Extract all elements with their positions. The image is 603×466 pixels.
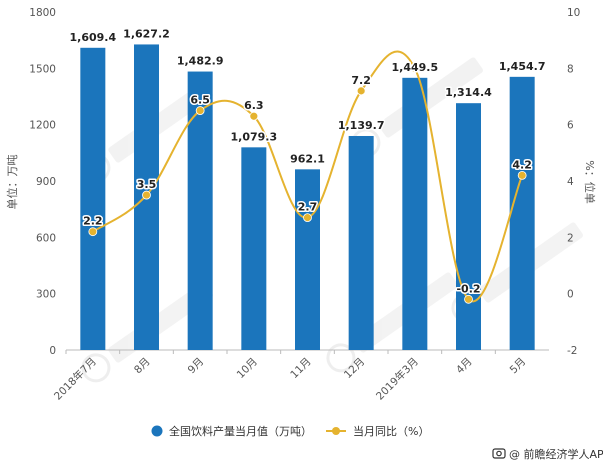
x-tick-label: 2019年3月 [373,355,421,403]
line-point [142,190,151,200]
line-value-label: 4.2 [512,158,532,171]
bar-value-label-halo: 1,627.2 [123,27,170,40]
line-series [88,50,527,304]
bar-value-label-halo: 1,482.9 [177,55,224,68]
bar-value-label-halo: 962.1 [290,152,325,165]
line-point [517,170,527,180]
bar [348,135,374,350]
bar [509,76,535,351]
line-value-label: 3.5 [137,178,157,191]
line-value-label: 2.7 [298,201,318,214]
bar [80,47,106,351]
right-tick-label: 6 [567,120,574,132]
bar-value-label: 1,482.9 [177,55,224,68]
bar-series [80,44,535,351]
line-point [88,227,98,237]
left-tick-label: 0 [49,345,56,357]
left-tick-label: 900 [36,176,56,188]
x-tick-label: 12月 [342,356,367,381]
legend-line-label: 当月同比（%） [353,424,429,438]
x-tick-label: 9月 [186,356,207,377]
right-tick-label: 10 [567,7,580,19]
right-tick-label: 4 [567,176,574,188]
credit-text: @ 前瞻经济学人APP [509,447,603,461]
bar-value-label-halo: 1,454.7 [499,60,546,73]
line-value-label: 6.3 [244,99,264,112]
right-tick-label: -2 [567,345,577,357]
bar-value-label-halo: 1,079.3 [231,130,278,143]
bar-value-label: 1,139.7 [338,119,385,132]
right-tick-label: 0 [567,289,574,301]
line-value-label-halo: 6.3 [244,99,264,112]
line-value-label-halo: 2.7 [298,201,318,214]
x-tick-label: 10月 [235,356,260,381]
legend-bar-swatch [151,425,163,437]
line-point [303,213,312,223]
line-value-label: 6.5 [190,94,210,107]
x-tick-label: 11月 [288,356,313,381]
left-tick-label: 300 [36,289,56,301]
line-value-label: -0.2 [456,282,480,295]
camera-icon [492,448,506,459]
bar [402,77,428,351]
right-tick-label: 8 [567,63,574,75]
data-labels: 1,609.41,609.4 1,627.21,627.21,482.91,482… [68,26,547,297]
bar [241,147,267,350]
bar-value-label: 1,454.7 [499,60,546,73]
x-tick-label: 8月 [132,356,153,377]
credit: @ 前瞻经济学人APP [492,447,603,461]
left-tick-label: 600 [36,232,56,244]
bar-value-label-halo: 1,314.4 [445,86,492,99]
bar-value-label-halo: 1,449.5 [392,61,439,74]
line-value-label-halo: 4.2 [512,158,532,171]
line-value-label-halo: 7.2 [351,74,371,87]
left-tick-label: 1800 [29,7,56,19]
legend-line-marker [332,427,340,435]
right-axis-title: %：位单 [583,160,597,203]
bar-value-label: 1,079.3 [231,130,278,143]
bar-value-label-halo: 1,609.4 [70,31,117,44]
left-tick-label: 1200 [29,120,56,132]
legend-bar-label: 全国饮料产量当月值（万吨） [169,424,312,438]
bar-value-label-halo: 1,139.7 [338,119,385,132]
line-value-label: 2.2 [83,215,103,228]
line-value-label-halo: -0.2 [456,282,480,295]
line-value-label-halo: 6.5 [190,94,210,107]
line-point [249,111,259,121]
bar [295,169,320,350]
line-point [195,106,205,115]
line-value-label-halo: 3.5 [137,178,157,191]
left-tick-label: 1500 [29,63,56,75]
line-point [410,63,420,73]
left-axis-title: 单位：万吨 [5,155,19,210]
right-tick-label: 2 [567,232,574,244]
bar-value-label: 962.1 [290,152,325,165]
line-value-label-halo: 2.2 [83,215,103,228]
watermark [326,272,458,373]
line-path [92,50,524,303]
line-value-label: 7.2 [351,74,371,87]
bar [456,103,481,350]
x-tick-label: 4月 [454,356,475,377]
bar-value-label: 1,609.4 [70,31,117,44]
legend: 全国饮料产量当月值（万吨） 当月同比（%） [151,424,429,438]
x-tick-label: 5月 [508,356,529,377]
bar-value-label: 1,627.2 [123,27,170,40]
bar-value-label: 1,314.4 [445,86,492,99]
line-point [356,86,366,96]
line-point [464,294,473,304]
bar-value-label: 1,449.5 [392,61,439,74]
